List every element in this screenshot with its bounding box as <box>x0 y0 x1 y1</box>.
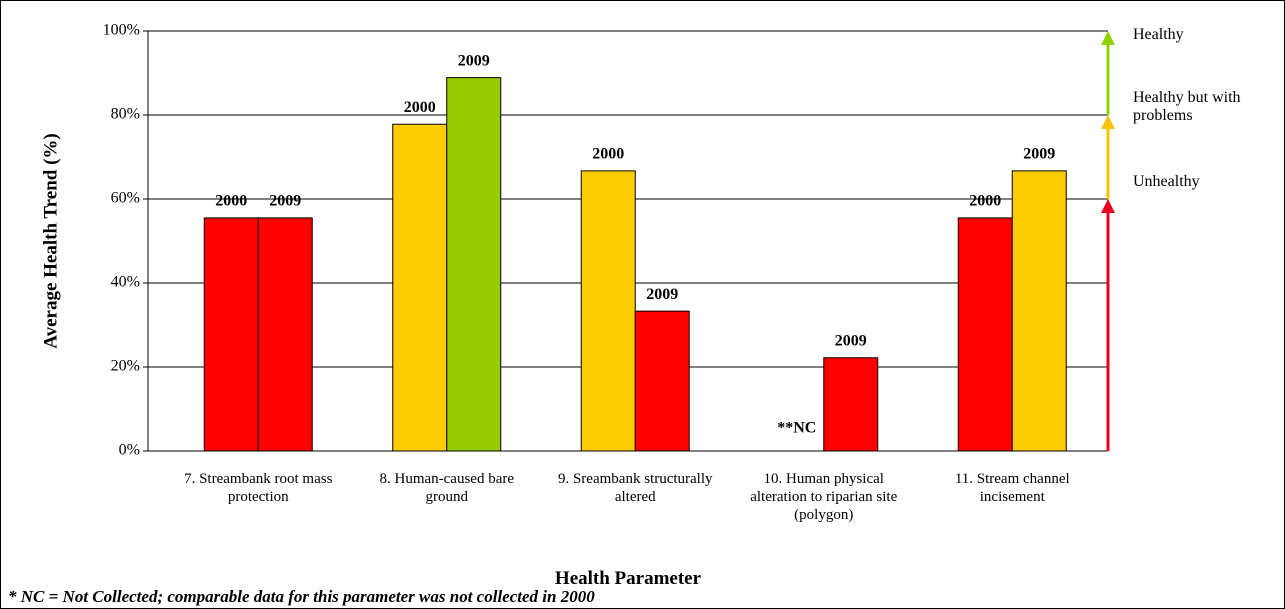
bar-label: 2000 <box>969 193 1001 210</box>
bar <box>392 123 448 452</box>
bar <box>580 170 636 452</box>
bar-label: 2000 <box>215 193 247 210</box>
y-tick-label: 60% <box>111 190 140 207</box>
zone-label: Unhealthy <box>1133 173 1200 190</box>
bar <box>203 217 259 452</box>
bar <box>634 310 690 452</box>
bar <box>446 77 502 452</box>
x-tick-label: 10. Human physical alteration to riparia… <box>750 471 898 523</box>
footnote: * NC = Not Collected; comparable data fo… <box>8 587 595 606</box>
zone-label: Healthy but with problems <box>1133 89 1241 124</box>
x-tick-label: 8. Human-caused bare ground <box>379 471 515 505</box>
x-axis-label: Health Parameter <box>554 568 702 589</box>
bar <box>823 357 879 452</box>
bar <box>257 217 313 452</box>
x-tick-label: 7. Streambank root mass protection <box>184 471 333 505</box>
y-tick-label: 0% <box>119 442 140 459</box>
bar-label: 2009 <box>269 193 301 210</box>
bar <box>1011 170 1067 452</box>
zone-arrowhead <box>1101 31 1115 45</box>
y-tick-label: 20% <box>111 358 140 375</box>
bar-label: 2009 <box>646 286 678 303</box>
null-label: **NC <box>777 420 816 437</box>
bar-label: 2009 <box>1023 146 1055 163</box>
y-tick-label: 40% <box>111 274 140 291</box>
bar-label: 2000 <box>592 146 624 163</box>
zone-arrowhead <box>1101 199 1115 213</box>
bar-label: 2000 <box>404 99 436 116</box>
y-axis-label: Average Health Trend (%) <box>40 133 61 348</box>
x-tick-label: 9. Sreambank structurally altered <box>557 471 713 505</box>
x-tick-label: 11. Stream channel incisement <box>954 471 1070 505</box>
bar-label: 2009 <box>458 52 490 69</box>
zone-arrowhead <box>1101 115 1115 129</box>
y-tick-label: 100% <box>103 22 140 39</box>
bar <box>957 217 1013 452</box>
zone-label: Healthy <box>1133 26 1184 43</box>
bar-label: 2009 <box>835 332 867 349</box>
y-tick-label: 80% <box>111 106 140 123</box>
